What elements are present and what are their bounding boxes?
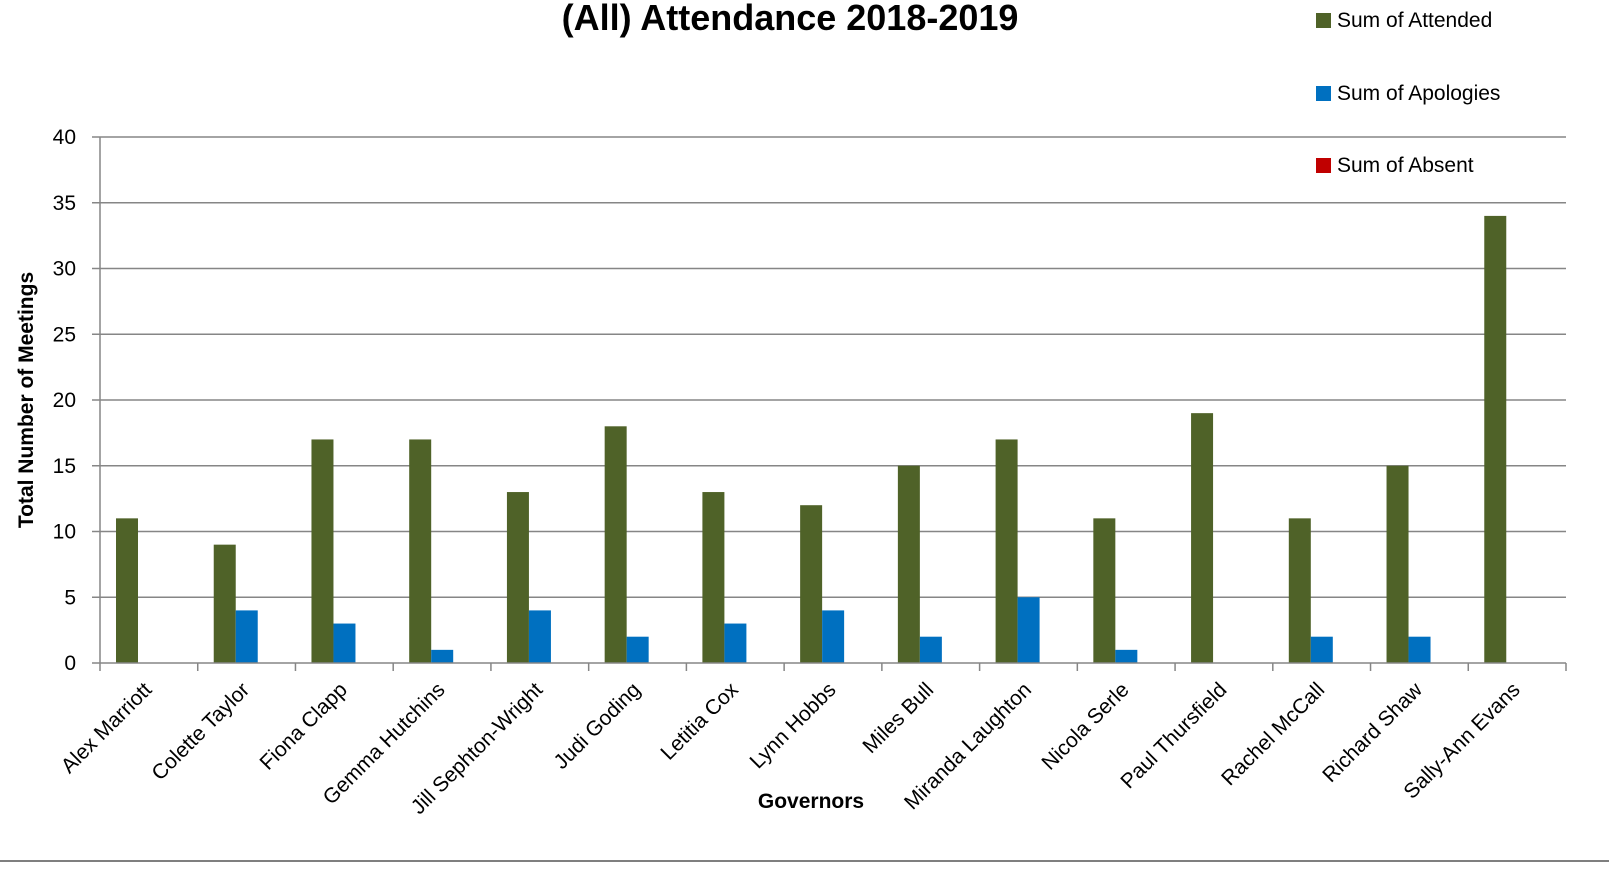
bar bbox=[333, 623, 356, 663]
bar bbox=[528, 610, 551, 663]
y-tick-label: 5 bbox=[64, 586, 76, 609]
bar bbox=[1093, 518, 1116, 663]
bar bbox=[431, 649, 454, 663]
bar bbox=[1408, 636, 1431, 663]
axes bbox=[99, 137, 1567, 671]
x-category-label: Paul Thursfield bbox=[1116, 678, 1231, 793]
bar bbox=[604, 426, 627, 663]
y-tick-label: 40 bbox=[53, 126, 76, 149]
bar bbox=[995, 439, 1018, 663]
y-axis-title: Total Number of Meetings bbox=[15, 272, 38, 528]
bar bbox=[1484, 215, 1507, 663]
bar bbox=[800, 505, 823, 663]
bar bbox=[1386, 465, 1409, 663]
legend-swatch bbox=[1316, 158, 1331, 173]
bar bbox=[311, 439, 334, 663]
bar bbox=[506, 492, 529, 663]
bar bbox=[1310, 636, 1333, 663]
legend-label: Sum of Apologies bbox=[1337, 82, 1500, 105]
legend-swatch bbox=[1316, 13, 1331, 28]
x-axis-title: Governors bbox=[758, 790, 864, 813]
bars bbox=[116, 215, 1507, 663]
bar bbox=[116, 518, 138, 663]
bar bbox=[235, 610, 258, 663]
bar bbox=[702, 492, 725, 663]
bar bbox=[626, 636, 649, 663]
x-category-label: Alex Marriott bbox=[57, 678, 157, 778]
y-tick-label: 30 bbox=[53, 258, 76, 281]
x-category-label: Richard Shaw bbox=[1318, 678, 1427, 787]
chart-title: (All) Attendance 2018-2019 bbox=[562, 0, 1019, 38]
legend-swatch bbox=[1316, 86, 1331, 101]
legend-label: Sum of Absent bbox=[1337, 154, 1474, 177]
y-tick-label: 0 bbox=[64, 652, 76, 675]
x-category-label: Lynn Hobbs bbox=[746, 678, 841, 773]
x-category-label: Miles Bull bbox=[858, 678, 938, 758]
bar bbox=[213, 544, 236, 663]
legend-label: Sum of Attended bbox=[1337, 9, 1492, 32]
y-tick-label: 25 bbox=[53, 323, 76, 346]
bar bbox=[409, 439, 432, 663]
bar bbox=[1191, 413, 1214, 663]
x-category-label: Colette Taylor bbox=[147, 678, 254, 785]
bar bbox=[724, 623, 747, 663]
y-tick-label: 20 bbox=[53, 389, 76, 412]
y-tick-label: 10 bbox=[53, 521, 76, 544]
x-category-label: Fiona Clapp bbox=[256, 678, 352, 774]
bar bbox=[822, 610, 845, 663]
bar bbox=[1017, 597, 1040, 663]
bar bbox=[1288, 518, 1311, 663]
gridlines bbox=[92, 136, 1566, 664]
x-category-label: Letitia Cox bbox=[656, 678, 743, 765]
legend: Sum of Attended Sum of Apologies Sum of Ab… bbox=[1316, 9, 1500, 177]
x-category-label: Judi Goding bbox=[550, 678, 646, 774]
y-tick-label: 35 bbox=[53, 192, 76, 215]
x-category-label: Rachel McCall bbox=[1217, 678, 1329, 790]
bar bbox=[897, 465, 920, 663]
y-tick-labels: 0 5 10 15 20 25 30 35 40 bbox=[53, 126, 76, 675]
bar bbox=[1115, 649, 1138, 663]
y-tick-label: 15 bbox=[53, 455, 76, 478]
x-category-label: Nicola Serle bbox=[1037, 678, 1133, 774]
bar bbox=[919, 636, 942, 663]
